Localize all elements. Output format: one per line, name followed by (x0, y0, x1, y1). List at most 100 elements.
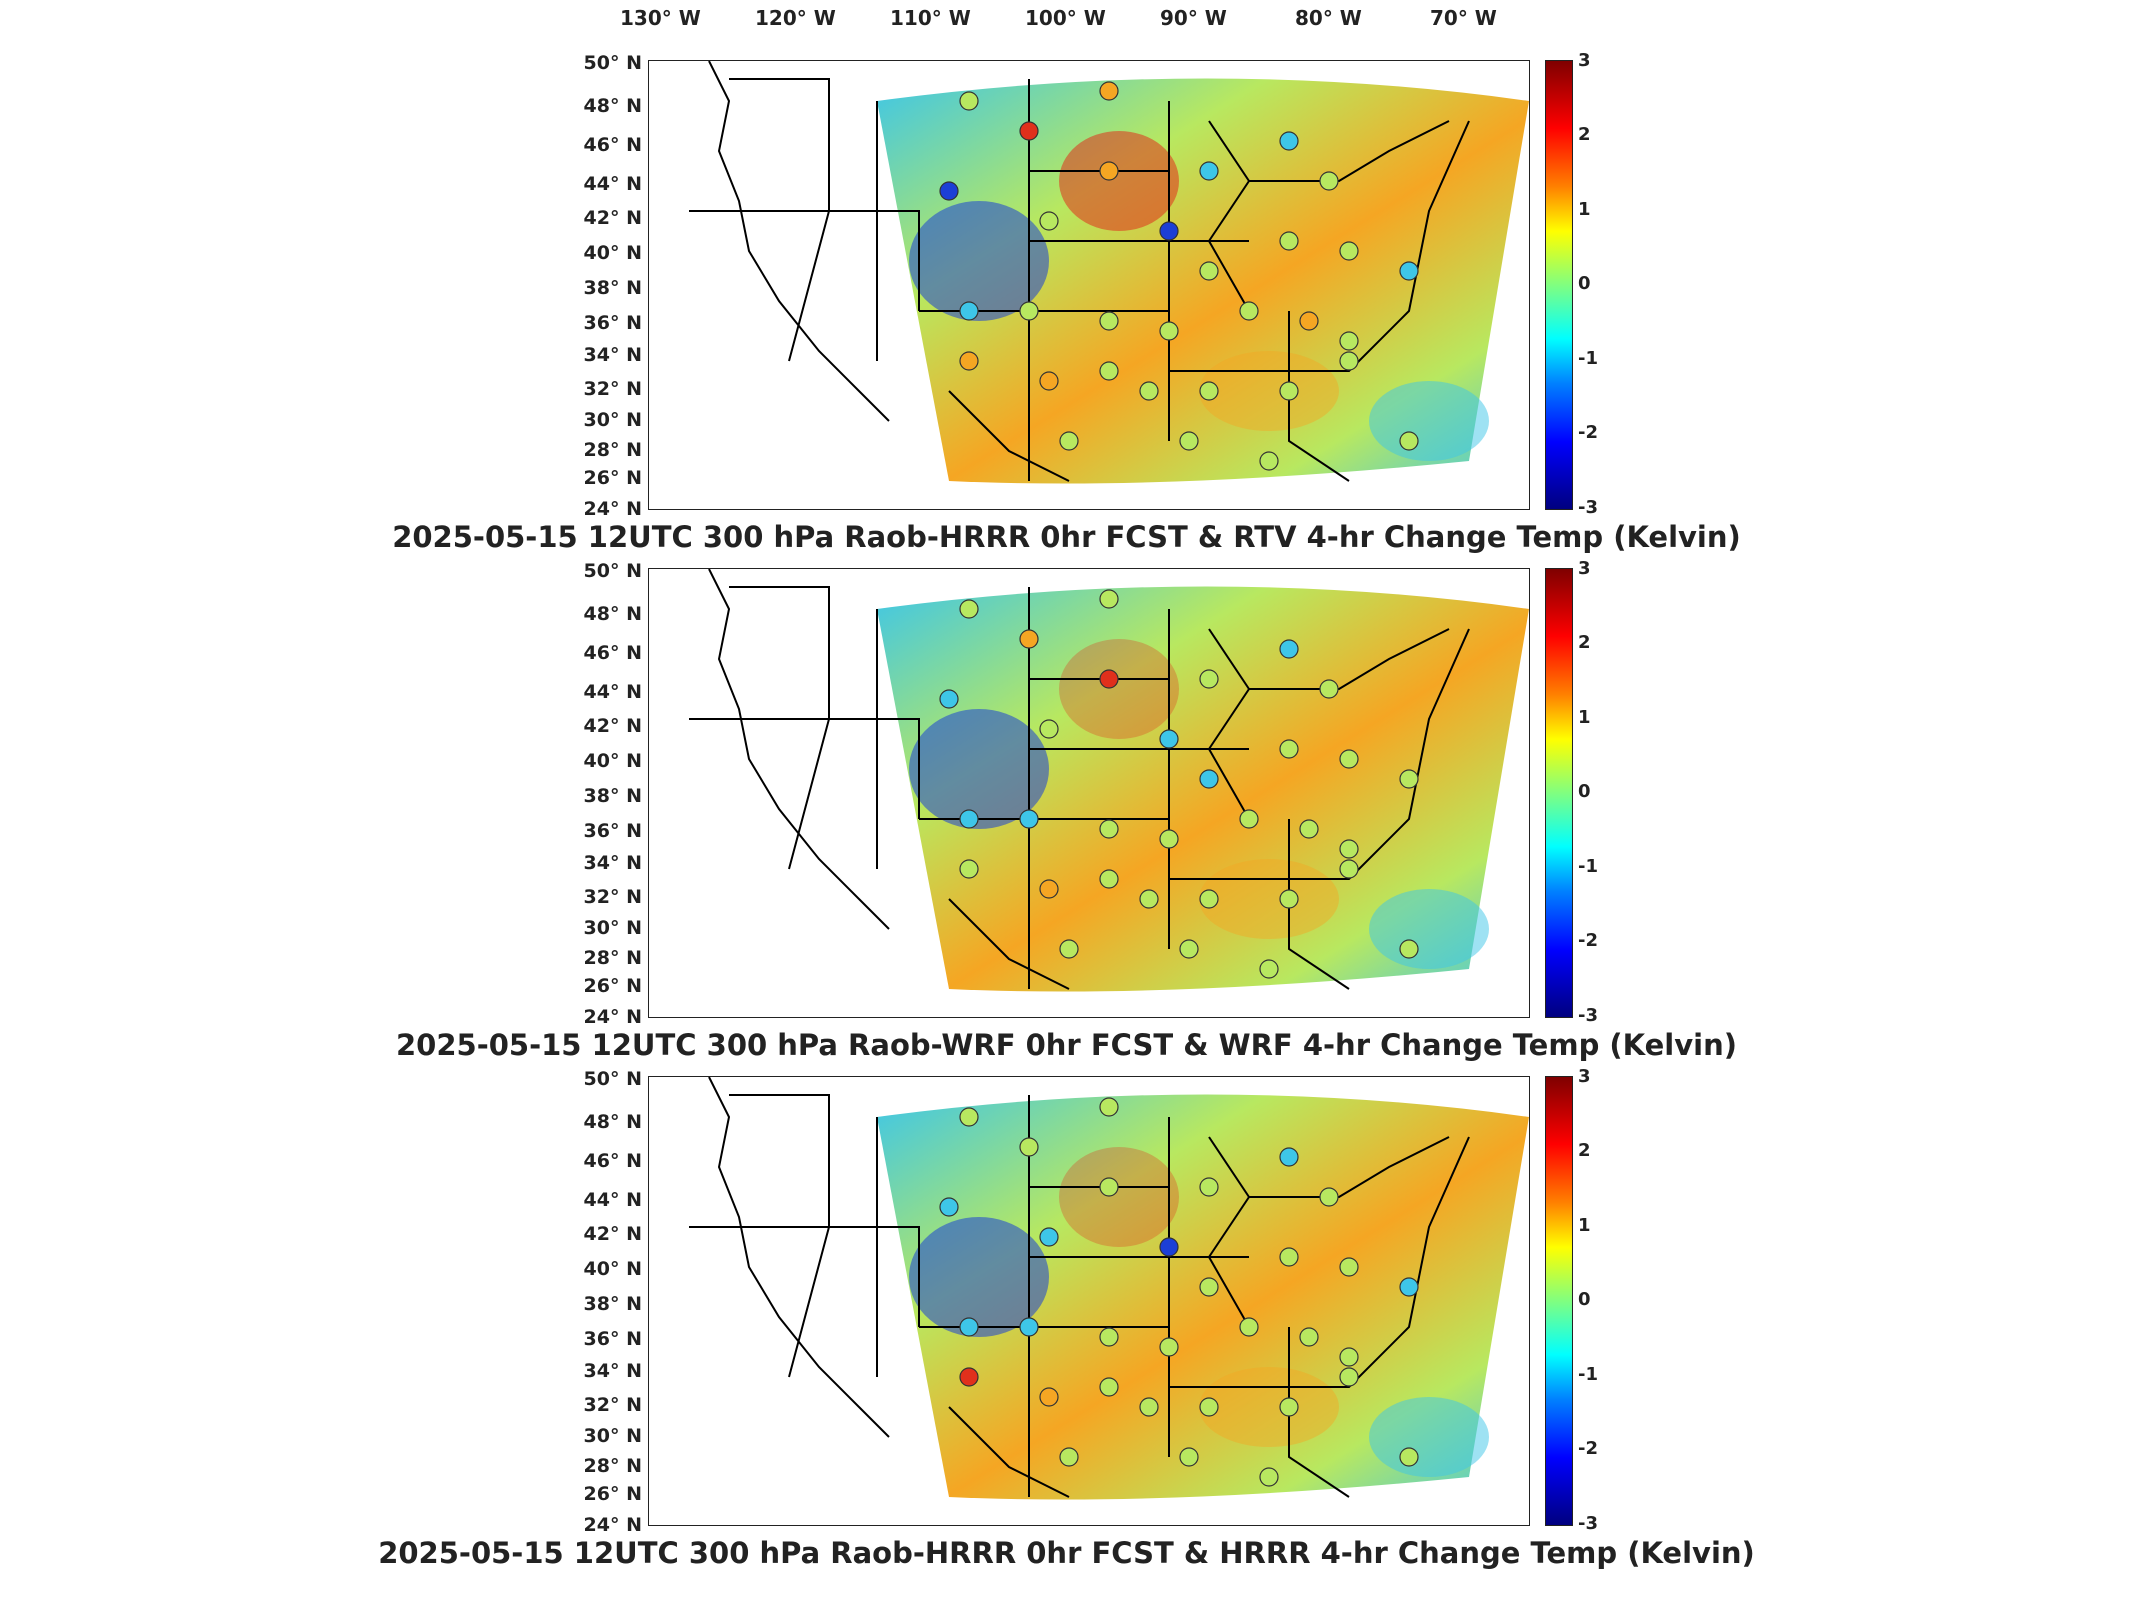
raob-station-marker (1199, 889, 1219, 909)
lat-label: 30° N (583, 917, 642, 939)
raob-station-marker (959, 859, 979, 879)
raob-station-marker (1279, 889, 1299, 909)
colorbar-tick: 2 (1578, 632, 1591, 653)
raob-station-marker (1399, 939, 1419, 959)
lon-label: 110° W (890, 6, 971, 30)
raob-station-marker (1299, 311, 1319, 331)
state-boundary (1288, 311, 1350, 482)
raob-station-marker (1199, 1277, 1219, 1297)
colorbar-tick: -1 (1578, 856, 1598, 877)
colorbar-tick: -3 (1578, 1513, 1598, 1534)
raob-station-marker (1239, 809, 1259, 829)
raob-station-marker (1399, 431, 1419, 451)
raob-station-marker (1159, 729, 1179, 749)
state-boundary (729, 1094, 830, 1227)
colorbar-tick: -3 (1578, 497, 1598, 518)
raob-station-marker (1059, 431, 1079, 451)
raob-station-marker (1099, 161, 1119, 181)
conus-map (689, 1077, 1529, 1500)
anomaly-region (1059, 131, 1179, 231)
lat-label: 26° N (583, 1483, 642, 1505)
raob-station-marker (1339, 859, 1359, 879)
raob-station-marker (1159, 221, 1179, 241)
lat-label: 24° N (583, 1006, 642, 1028)
lat-label: 50° N (583, 52, 642, 74)
lat-label: 40° N (583, 750, 642, 772)
raob-station-marker (1179, 1447, 1199, 1467)
lat-label: 40° N (583, 242, 642, 264)
panel-title: 2025-05-15 12UTC 300 hPa Raob-HRRR 0hr F… (378, 1536, 1755, 1570)
map-area (648, 60, 1530, 510)
lat-label: 34° N (583, 1360, 642, 1382)
lon-label: 70° W (1430, 6, 1497, 30)
anomaly-region (909, 709, 1049, 829)
colorbar (1545, 568, 1573, 1018)
lat-label: 34° N (583, 852, 642, 874)
colorbar (1545, 1076, 1573, 1526)
raob-station-marker (1339, 241, 1359, 261)
anomaly-region (1369, 889, 1489, 969)
lat-label: 46° N (583, 1150, 642, 1172)
lat-label: 50° N (583, 1068, 642, 1090)
lon-label: 130° W (620, 6, 701, 30)
raob-station-marker (1019, 809, 1039, 829)
lat-label: 38° N (583, 785, 642, 807)
raob-station-marker (1099, 819, 1119, 839)
raob-station-marker (1399, 1277, 1419, 1297)
lat-label: 48° N (583, 95, 642, 117)
raob-station-marker (1319, 1187, 1339, 1207)
state-boundary (788, 210, 830, 362)
raob-station-marker (1399, 1447, 1419, 1467)
raob-station-marker (1259, 451, 1279, 471)
state-boundary (708, 569, 890, 930)
state-boundary (788, 718, 830, 870)
anomaly-region (1369, 381, 1489, 461)
raob-station-marker (1199, 261, 1219, 281)
raob-station-marker (1139, 381, 1159, 401)
raob-station-marker (1099, 1177, 1119, 1197)
lat-label: 24° N (583, 498, 642, 520)
anomaly-region (1369, 1397, 1489, 1477)
colorbar-tick: -1 (1578, 1364, 1598, 1385)
conus-map (689, 61, 1529, 484)
lat-label: 44° N (583, 173, 642, 195)
lat-label: 40° N (583, 1258, 642, 1280)
anomaly-region (1059, 1147, 1179, 1247)
colorbar-tick: -1 (1578, 348, 1598, 369)
conus-map (689, 569, 1529, 992)
raob-station-marker (1279, 1247, 1299, 1267)
raob-station-marker (1099, 589, 1119, 609)
raob-station-marker (959, 809, 979, 829)
raob-station-marker (1099, 1377, 1119, 1397)
colorbar-tick: -3 (1578, 1005, 1598, 1026)
raob-station-marker (1399, 769, 1419, 789)
raob-station-marker (939, 181, 959, 201)
panel-title: 2025-05-15 12UTC 300 hPa Raob-HRRR 0hr F… (392, 520, 1741, 554)
lat-label: 42° N (583, 715, 642, 737)
raob-station-marker (1159, 1237, 1179, 1257)
raob-station-marker (1019, 301, 1039, 321)
raob-station-marker (1279, 381, 1299, 401)
raob-station-marker (1199, 769, 1219, 789)
raob-station-marker (959, 599, 979, 619)
lat-label: 28° N (583, 947, 642, 969)
lon-label: 100° W (1025, 6, 1106, 30)
raob-station-marker (1319, 679, 1339, 699)
state-boundary (729, 78, 830, 211)
raob-station-marker (1159, 829, 1179, 849)
lon-label: 80° W (1295, 6, 1362, 30)
state-boundary (708, 61, 890, 422)
state-boundary (1207, 628, 1251, 820)
raob-station-marker (1199, 1177, 1219, 1197)
raob-station-marker (1139, 889, 1159, 909)
raob-station-marker (1039, 1387, 1059, 1407)
lat-label: 30° N (583, 409, 642, 431)
raob-station-marker (939, 689, 959, 709)
colorbar-tick: 2 (1578, 124, 1591, 145)
raob-station-marker (1279, 739, 1299, 759)
lat-label: 28° N (583, 1455, 642, 1477)
raob-station-marker (939, 1197, 959, 1217)
state-boundary (689, 718, 920, 819)
raob-station-marker (1039, 211, 1059, 231)
raob-station-marker (1339, 749, 1359, 769)
